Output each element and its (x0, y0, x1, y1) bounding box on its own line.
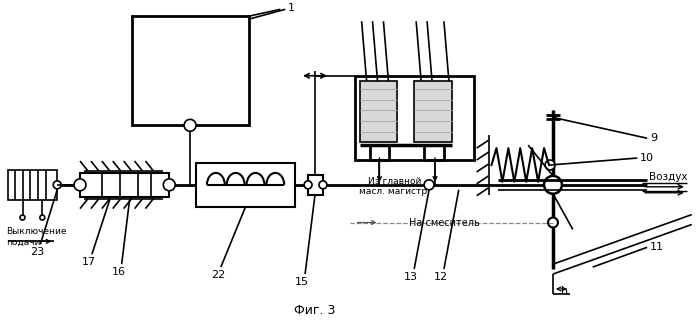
Circle shape (424, 180, 434, 190)
Circle shape (319, 181, 327, 189)
Text: 23: 23 (30, 247, 45, 257)
Bar (131, 16, 249, 125)
Circle shape (545, 160, 555, 170)
Text: 17: 17 (82, 257, 96, 267)
Text: На смеситель: На смеситель (409, 217, 480, 228)
Text: Воздух: Воздух (649, 172, 688, 182)
Circle shape (544, 176, 562, 194)
Circle shape (74, 179, 86, 191)
Text: 10: 10 (640, 153, 654, 163)
Text: Фиг. 3: Фиг. 3 (294, 304, 336, 317)
Bar (359, 81, 397, 142)
Bar (8, 170, 57, 200)
Text: 15: 15 (295, 277, 309, 287)
Circle shape (304, 181, 312, 189)
Text: h: h (561, 286, 568, 296)
Text: Выключение
подачи: Выключение подачи (6, 227, 66, 247)
Circle shape (40, 215, 45, 220)
Text: 13: 13 (404, 272, 418, 282)
Text: 11: 11 (650, 242, 664, 252)
Text: Из главной
масл. магистр.: Из главной масл. магистр. (359, 177, 430, 196)
Bar (80, 173, 169, 197)
Text: 12: 12 (434, 272, 448, 282)
Bar (415, 81, 452, 142)
Circle shape (20, 215, 25, 220)
Text: 22: 22 (210, 270, 225, 280)
Text: 16: 16 (112, 267, 126, 277)
Bar (196, 163, 295, 207)
Bar (308, 175, 323, 195)
Text: 9: 9 (650, 133, 657, 143)
Circle shape (53, 181, 62, 189)
Circle shape (164, 179, 175, 191)
Bar (354, 76, 474, 160)
Circle shape (548, 217, 558, 227)
Text: 1: 1 (288, 3, 295, 13)
Circle shape (184, 119, 196, 131)
